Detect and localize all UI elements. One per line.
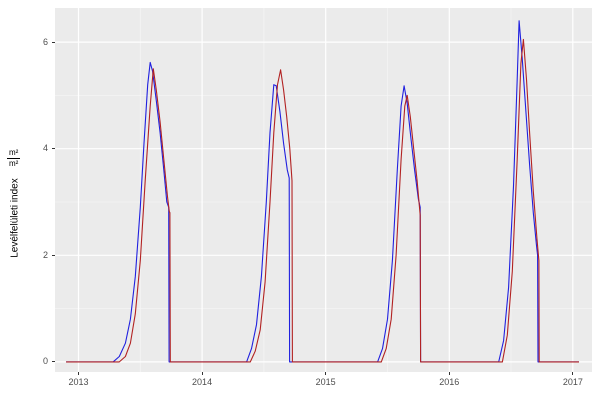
y-axis-unit-fraction: m² m² (7, 148, 21, 168)
unit-numerator: m² (7, 148, 21, 159)
y-tick-label: 0 (42, 356, 48, 367)
plot-area (55, 8, 592, 372)
x-tick-mark (448, 372, 450, 375)
y-tick-mark (52, 254, 55, 256)
y-tick-label: 4 (42, 143, 48, 154)
x-tick-label: 2017 (562, 377, 583, 387)
series-red-line (66, 38, 579, 363)
x-tick-mark (77, 372, 79, 375)
x-tick-label: 2016 (439, 377, 460, 387)
x-tick-label: 2015 (315, 377, 336, 387)
y-tick-mark (52, 148, 55, 150)
y-tick-mark (52, 361, 55, 363)
x-tick-mark (325, 372, 327, 375)
y-tick-mark (52, 41, 55, 43)
unit-denominator: m² (9, 158, 19, 168)
x-tick-label: 2014 (192, 377, 213, 387)
x-tick-mark (572, 372, 574, 375)
x-tick-label: 2013 (68, 377, 89, 387)
y-axis-label-text: Levélfelületi index (9, 178, 21, 258)
series-blue-line (66, 20, 579, 363)
plot-panel (55, 8, 592, 372)
x-tick-mark (201, 372, 203, 375)
y-tick-label: 2 (42, 249, 48, 260)
y-tick-label: 6 (42, 36, 48, 47)
